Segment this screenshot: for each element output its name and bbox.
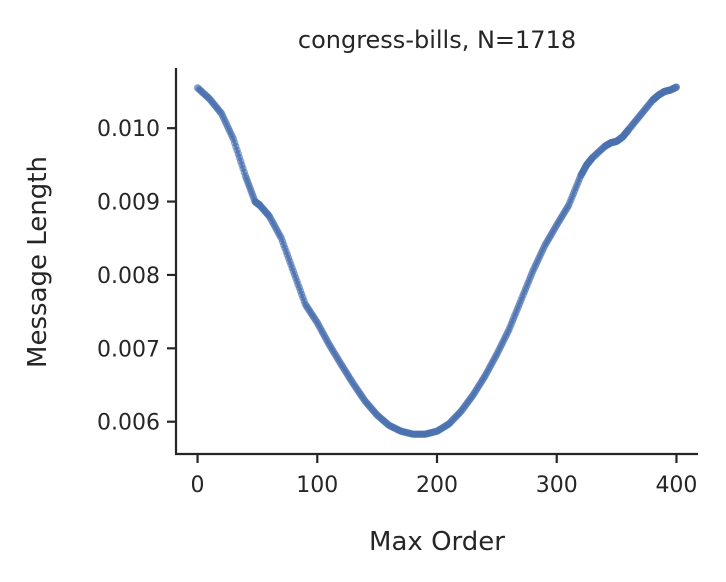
y-axis-label: Message Length — [23, 156, 53, 368]
series-line — [196, 85, 678, 436]
y-tick-label: 0.008 — [97, 264, 160, 289]
x-tick-label: 300 — [536, 473, 578, 498]
x-axis-label: Max Order — [369, 527, 505, 557]
x-tick-label: 0 — [191, 473, 205, 498]
y-tick-label: 0.007 — [97, 337, 160, 362]
chart-title: congress-bills, N=1718 — [298, 26, 576, 54]
x-tick-label: 100 — [296, 473, 338, 498]
x-tick-label: 200 — [416, 473, 458, 498]
x-tick-label: 400 — [655, 473, 697, 498]
y-tick-label: 0.006 — [97, 411, 160, 436]
y-tick-label: 0.009 — [97, 191, 160, 216]
y-axis-ticks: 0.006 0.007 0.008 0.009 0.010 — [97, 117, 176, 436]
x-axis-ticks: 0 100 200 300 400 — [191, 454, 697, 498]
plot-area — [193, 83, 681, 438]
data-point — [672, 83, 681, 91]
y-tick-label: 0.010 — [97, 117, 160, 142]
